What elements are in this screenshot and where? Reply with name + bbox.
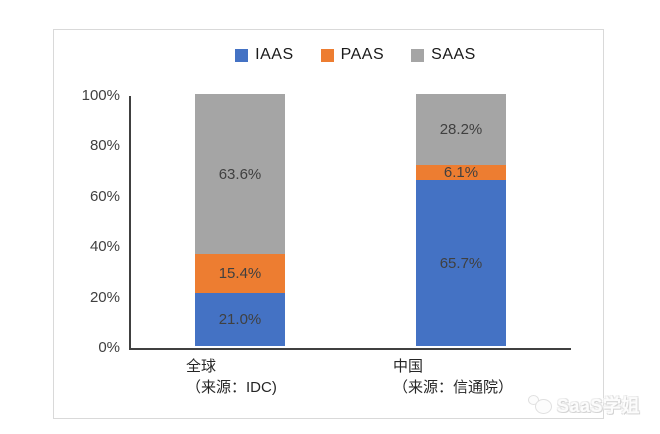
chart-card: IAAS PAAS SAAS 0% 20% 40% 60% 80% 100% 21.0% 15.… [53, 29, 604, 419]
y-axis-line [129, 96, 131, 350]
watermark-text: SaaS学姐 [557, 396, 641, 416]
legend-label: IAAS [255, 46, 294, 63]
bar-segment-saas: 63.6% [195, 94, 285, 255]
legend-label: SAAS [431, 46, 476, 63]
chat-bubble-face-icon [528, 393, 554, 417]
bar-segment-paas: 15.4% [195, 254, 285, 294]
stacked-bar-2: 65.7% 6.1% 28.2% [416, 94, 506, 346]
y-tick-label: 60% [89, 187, 120, 205]
stacked-bar-1: 21.0% 15.4% 63.6% [195, 94, 285, 346]
x-axis-line [129, 348, 571, 350]
y-tick-label: 0% [98, 339, 120, 356]
legend-swatch-paas [320, 48, 334, 62]
legend: IAAS PAAS SAAS [81, 46, 630, 64]
y-tick-label: 80% [89, 137, 120, 155]
category-name: 中国 [393, 358, 424, 375]
bar-segment-iaas: 21.0% [195, 293, 285, 346]
watermark: SaaS学姐 [528, 392, 640, 418]
y-tick-label: 20% [89, 288, 120, 306]
y-tick-label: 40% [89, 238, 120, 256]
legend-item-paas: PAAS [320, 46, 385, 64]
bar-segment-saas: 28.2% [416, 94, 506, 166]
y-tick-label: 100% [81, 87, 120, 104]
category-source: （来源：信通院） [393, 379, 514, 396]
legend-item-saas: SAAS [411, 46, 476, 64]
legend-label: PAAS [340, 46, 385, 63]
legend-swatch-saas [411, 48, 425, 62]
category-name: 全球 [186, 358, 217, 375]
bar-segment-iaas: 65.7% [416, 180, 506, 346]
x-axis-category-label: 中国 （来源：信通院） [393, 356, 513, 398]
face-shape [535, 399, 552, 414]
legend-swatch-iaas [235, 48, 249, 62]
category-source: （来源：IDC) [186, 379, 277, 396]
bar-segment-paas: 6.1% [416, 165, 506, 181]
legend-item-iaas: IAAS [235, 46, 293, 64]
x-axis-category-label: 全球 （来源：IDC) [186, 356, 277, 398]
